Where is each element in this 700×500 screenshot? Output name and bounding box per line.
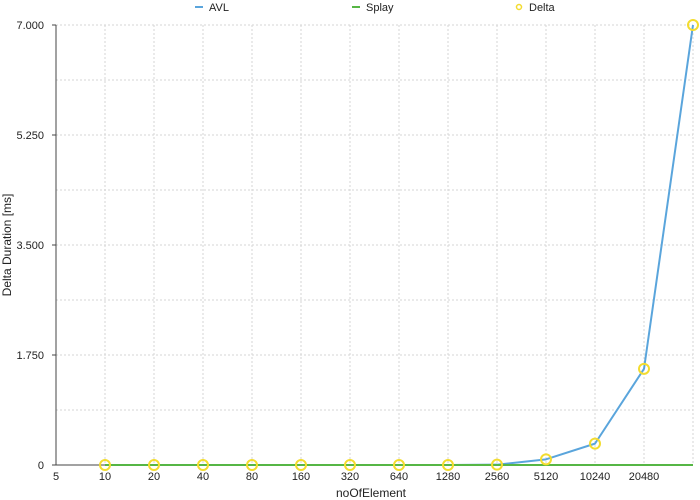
delta-point (589, 437, 601, 450)
delta-point (540, 453, 552, 466)
y-tick-label: 1.750 (16, 350, 44, 362)
delta-point (99, 459, 111, 471)
y-tick-label: 0 (38, 460, 44, 472)
x-tick-label: 10 (99, 471, 111, 483)
y-tick-labels: 0 1.750 3.500 5.250 7.000 (16, 20, 44, 472)
delta-legend-swatch (515, 3, 523, 11)
legend: AVL Splay Delta (195, 2, 556, 14)
series (99, 19, 699, 471)
x-tick-label: 40 (197, 471, 209, 483)
delta-point (197, 459, 209, 471)
splay-legend-label: Splay (366, 2, 394, 14)
x-tick-label: 2560 (485, 471, 509, 483)
delta-legend-label: Delta (529, 2, 556, 14)
delta-point (295, 459, 307, 471)
delta-point (442, 459, 454, 471)
x-tick-label: 160 (292, 471, 310, 483)
y-tick-label: 5.250 (16, 130, 44, 142)
y-tick-label: 3.500 (16, 240, 44, 252)
delta-point (344, 459, 356, 471)
x-tick-label: 80 (246, 471, 258, 483)
avl-legend-label: AVL (209, 2, 229, 14)
x-tick-label: 10240 (580, 471, 611, 483)
delta-point (687, 19, 699, 31)
x-axis-title: noOfElement (336, 486, 407, 500)
delta-point (491, 458, 503, 471)
delta-point (393, 459, 405, 471)
x-tick-label: 640 (390, 471, 408, 483)
delta-point (246, 459, 258, 471)
x-tick-label: 5120 (534, 471, 558, 483)
y-axis-title: Delta Duration [ms] (0, 194, 14, 297)
x-tick-label: 320 (341, 471, 359, 483)
grid (56, 24, 694, 465)
x-tick-label: 5 (53, 471, 59, 483)
delta-point (148, 459, 160, 471)
y-tick-label: 7.000 (16, 20, 44, 32)
x-tick-label: 20480 (629, 471, 660, 483)
delta-point (638, 362, 650, 375)
x-tick-label: 1280 (436, 471, 460, 483)
x-tick-labels: 5 10 20 40 80 160 320 640 1280 2560 5120 10240 20480 (53, 471, 659, 483)
x-tick-label: 20 (148, 471, 160, 483)
